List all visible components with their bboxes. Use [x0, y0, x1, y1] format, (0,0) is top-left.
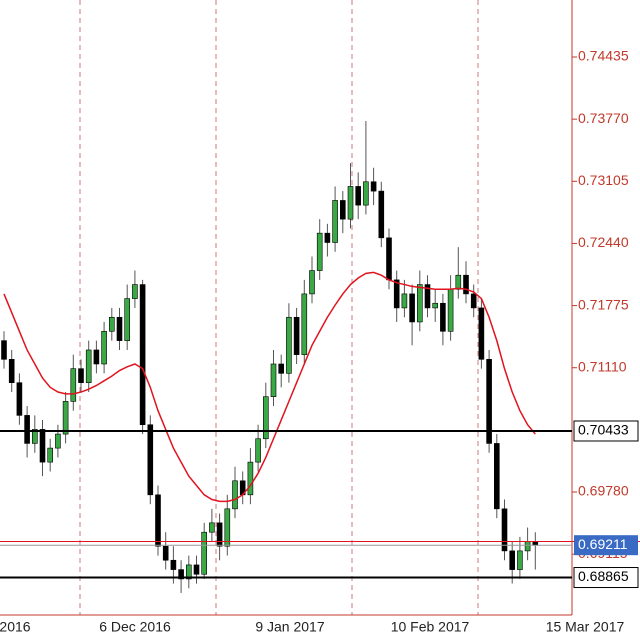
candle-body: [178, 569, 184, 580]
candle-body: [124, 298, 130, 341]
candle-body: [424, 284, 431, 309]
candle-body: [517, 550, 523, 570]
candle-body: [455, 274, 462, 290]
candle-body: [232, 480, 238, 510]
candle-body: [139, 284, 146, 426]
candle-body: [447, 288, 454, 332]
candle-body: [509, 550, 516, 570]
candle-body: [416, 284, 423, 323]
candle-body: [62, 401, 69, 435]
candle-body: [293, 316, 300, 355]
candle-body: [193, 564, 200, 575]
candle-body: [78, 368, 84, 383]
candle-body: [309, 270, 315, 295]
candle-body: [132, 284, 138, 299]
candle-body: [255, 438, 261, 463]
candle-body: [55, 433, 61, 449]
x-tick-label: 10 Feb 2017: [391, 619, 470, 635]
y-tick-label: 0.74435: [578, 48, 629, 64]
y-tick-label: 0.73770: [578, 110, 629, 126]
candle-body: [93, 349, 100, 365]
candle-body: [363, 181, 369, 206]
candle-body: [386, 237, 392, 281]
moving-average: [3, 271, 536, 503]
x-tick-label: 15 Mar 2017: [546, 619, 625, 635]
candle-body: [478, 307, 485, 360]
candle-body: [278, 363, 285, 374]
candle-body: [85, 349, 92, 383]
candle-body: [470, 293, 477, 309]
candle-body: [401, 293, 408, 309]
y-tick-label: 0.71775: [578, 296, 629, 312]
y-tick-label: 0.71110: [578, 358, 627, 374]
candle-body: [1, 340, 7, 360]
candle-body: [155, 494, 161, 547]
candle-body: [16, 382, 23, 416]
candle-body: [355, 186, 362, 206]
price-tag-label: 0.68865: [578, 568, 629, 584]
candle-body: [301, 293, 308, 355]
x-tick-label: 9 Jan 2017: [255, 619, 324, 635]
candle-body: [116, 316, 123, 341]
candle-body: [262, 396, 269, 440]
candle-body: [47, 447, 54, 463]
y-tick-label: 0.69780: [578, 483, 629, 499]
y-tick-label: 0.73105: [578, 172, 629, 188]
y-tick-label: 0.72440: [578, 234, 629, 250]
candle-body: [216, 522, 223, 547]
candle-body: [247, 461, 254, 496]
candle-body: [440, 302, 446, 332]
candle-body: [70, 368, 77, 402]
candle-body: [8, 359, 15, 383]
candle-body: [493, 443, 500, 510]
candle-body: [162, 545, 169, 561]
candle-body: [170, 559, 177, 570]
price-tag: [574, 535, 638, 556]
candle-body: [201, 531, 207, 575]
candle-body: [209, 522, 215, 533]
candle-body: [378, 190, 385, 239]
candle-body: [101, 330, 107, 365]
candle-body: [316, 232, 323, 271]
candle-body: [324, 232, 331, 243]
candle-body: [109, 316, 115, 332]
candle-body: [186, 564, 192, 580]
candle-body: [339, 200, 346, 220]
candle-body: [224, 508, 231, 547]
price-tag: [573, 420, 639, 442]
candle-body: [432, 302, 439, 309]
candle-body: [24, 415, 30, 444]
candle-body: [347, 186, 354, 220]
x-tick-label: 2016: [0, 619, 31, 635]
candle-body: [332, 200, 338, 243]
candle-body: [524, 541, 531, 552]
candle-body: [486, 359, 492, 444]
price-tag: [573, 567, 639, 589]
candle-body: [286, 316, 292, 374]
candle-body: [463, 274, 469, 295]
x-tick-label: 6 Dec 2016: [99, 619, 171, 635]
candle-body: [270, 363, 277, 397]
candle-body: [39, 429, 46, 463]
session-dividers: [79, 0, 479, 615]
candle-body: [147, 424, 154, 496]
candle-body: [501, 508, 508, 552]
candle-body: [409, 293, 415, 323]
candle-body: [393, 279, 400, 309]
candle-body: [370, 181, 377, 192]
candle-body: [31, 429, 38, 444]
price-tag-label: 0.70433: [578, 422, 629, 438]
price-tag-label: 0.69211: [578, 536, 628, 552]
